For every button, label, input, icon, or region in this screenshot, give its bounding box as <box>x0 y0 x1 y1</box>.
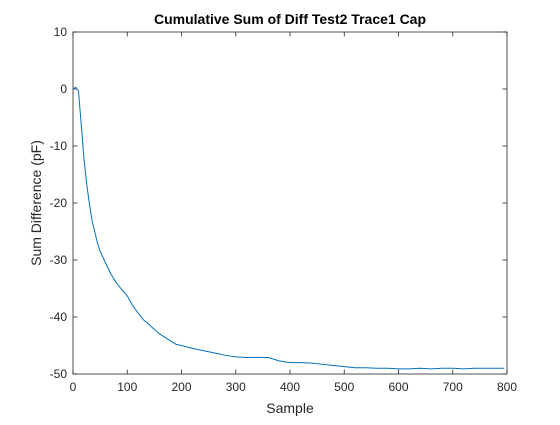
y-tick-label: -10 <box>50 139 68 153</box>
y-tick-label: 0 <box>60 82 67 96</box>
y-tick-label: -50 <box>50 367 68 381</box>
plot-area <box>72 31 508 375</box>
y-tick-label: -20 <box>50 196 68 210</box>
x-tick-label: 700 <box>443 380 463 394</box>
x-tick-label: 300 <box>226 380 246 394</box>
y-tick-label: -30 <box>50 253 68 267</box>
x-tick-label: 0 <box>70 380 77 394</box>
series-group <box>72 86 505 370</box>
x-tick-label: 200 <box>171 380 191 394</box>
y-axis-label: Sum Difference (pF) <box>28 140 44 266</box>
x-tick-label: 400 <box>280 380 300 394</box>
x-tick-label: 800 <box>497 380 517 394</box>
y-tick-label: -40 <box>50 310 68 324</box>
x-tick-label: 600 <box>388 380 408 394</box>
y-tick-label: 10 <box>54 25 68 39</box>
y-ticks: 10 0 -10 -20 -30 -40 -50 <box>50 25 507 381</box>
x-tick-label: 100 <box>117 380 137 394</box>
chart-title: Cumulative Sum of Diff Test2 Trace1 Cap <box>154 11 426 27</box>
series-line-0 <box>72 86 505 370</box>
x-tick-label: 500 <box>334 380 354 394</box>
x-ticks: 0 100 200 300 400 500 600 700 800 <box>70 32 517 394</box>
x-axis-label: Sample <box>266 400 314 416</box>
